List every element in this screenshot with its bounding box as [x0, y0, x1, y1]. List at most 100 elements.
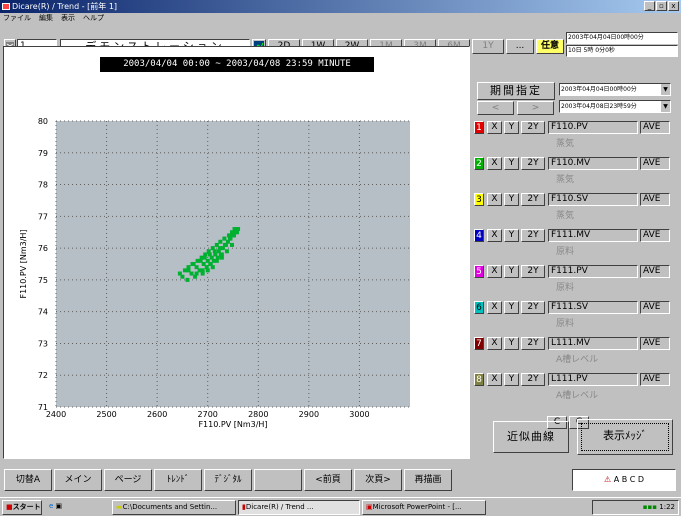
custom-duration-field[interactable]: 10日 5時 0分0秒 — [566, 45, 678, 57]
task-explorer[interactable]: ▬C:\Documents and Settin... — [112, 500, 236, 515]
clear-button-1[interactable]: C — [547, 416, 567, 429]
channel-mode[interactable]: AVE — [640, 301, 670, 314]
task-powerpoint[interactable]: ▣Microsoft PowerPoint - [... — [362, 500, 486, 515]
channel-color-swatch[interactable]: 8 — [474, 373, 484, 386]
desktop-icon[interactable]: ▣ — [55, 502, 63, 510]
channel-tag[interactable]: L111.MV — [548, 337, 638, 350]
x-axis-toggle[interactable]: X — [487, 121, 502, 134]
range-1y-button[interactable]: 1Y — [472, 39, 504, 54]
y-tick-label: 79 — [38, 149, 48, 158]
redraw-button[interactable]: 再描画 — [404, 469, 452, 491]
menu-view[interactable]: 表示 — [61, 14, 75, 22]
y2-axis-toggle[interactable]: 2Y — [521, 157, 545, 170]
date-to-select[interactable]: 2003年04月08日23時59分 ▼ — [559, 100, 671, 113]
channel-tag[interactable]: F110.MV — [548, 157, 638, 170]
page-button[interactable]: ページ — [104, 469, 152, 491]
task-dicare[interactable]: ▮Dicare(R) / Trend ... — [238, 500, 360, 515]
menu-edit[interactable]: 編集 — [39, 14, 53, 22]
channel-tag[interactable]: F111.PV — [548, 265, 638, 278]
y-axis-toggle[interactable]: Y — [504, 373, 519, 386]
y2-axis-toggle[interactable]: 2Y — [521, 229, 545, 242]
channel-color-swatch[interactable]: 2 — [474, 157, 484, 170]
x-axis-toggle[interactable]: X — [487, 193, 502, 206]
y2-axis-toggle[interactable]: 2Y — [521, 337, 545, 350]
y-axis-label: F110.PV [Nm3/H] — [19, 229, 28, 298]
date-from-select[interactable]: 2003年04月04日00時00分 ▼ — [559, 83, 671, 96]
channel-tag[interactable]: F110.SV — [548, 193, 638, 206]
maximize-button[interactable]: ▫ — [656, 1, 667, 11]
date-to-value: 2003年04月08日23時59分 — [561, 103, 637, 110]
channel-mode[interactable]: AVE — [640, 229, 670, 242]
y-axis-toggle[interactable]: Y — [504, 121, 519, 134]
y2-axis-toggle[interactable]: 2Y — [521, 121, 545, 134]
switch-a-button[interactable]: 切替A — [4, 469, 52, 491]
channel-tag[interactable]: L111.PV — [548, 373, 638, 386]
close-button[interactable]: x — [668, 1, 679, 11]
scatter-point — [180, 274, 185, 279]
scatter-point — [212, 249, 217, 254]
prev-period-button[interactable]: < — [477, 101, 514, 115]
x-axis-toggle[interactable]: X — [487, 337, 502, 350]
range-more-button[interactable]: ... — [506, 39, 534, 54]
y2-axis-toggle[interactable]: 2Y — [521, 193, 545, 206]
y2-axis-toggle[interactable]: 2Y — [521, 301, 545, 314]
y-axis-toggle[interactable]: Y — [504, 157, 519, 170]
channel-mode[interactable]: AVE — [640, 373, 670, 386]
scatter-point — [236, 227, 241, 232]
blank-button[interactable] — [254, 469, 302, 491]
channel-mode[interactable]: AVE — [640, 265, 670, 278]
channel-tag[interactable]: F110.PV — [548, 121, 638, 134]
channel-mode[interactable]: AVE — [640, 337, 670, 350]
period-button[interactable]: 期間指定 — [477, 82, 555, 100]
channel-tag[interactable]: F111.SV — [548, 301, 638, 314]
approx-curve-button[interactable]: 近似曲線 — [493, 421, 569, 453]
trend-button[interactable]: ﾄﾚﾝﾄﾞ — [154, 469, 202, 491]
menu-help[interactable]: ヘルプ — [83, 14, 104, 22]
y2-axis-toggle[interactable]: 2Y — [521, 373, 545, 386]
channel-color-swatch[interactable]: 7 — [474, 337, 484, 350]
windows-logo-icon: ■ — [6, 503, 13, 511]
x-axis-toggle[interactable]: X — [487, 157, 502, 170]
x-axis-toggle[interactable]: X — [487, 229, 502, 242]
channel-color-swatch[interactable]: 6 — [474, 301, 484, 314]
channel-color-swatch[interactable]: 5 — [474, 265, 484, 278]
channel-color-swatch[interactable]: 3 — [474, 193, 484, 206]
channel-color-swatch[interactable]: 1 — [474, 121, 484, 134]
next-page-button[interactable]: 次頁> — [354, 469, 402, 491]
display-message-button[interactable]: 表示ﾒｯｼﾞ — [577, 419, 673, 455]
menu-file[interactable]: ファイル — [3, 14, 31, 22]
channel-mode[interactable]: AVE — [640, 157, 670, 170]
chevron-down-icon: ▼ — [661, 101, 670, 112]
minimize-button[interactable]: _ — [644, 1, 655, 11]
channel-color-swatch[interactable]: 4 — [474, 229, 484, 242]
y-axis-toggle[interactable]: Y — [504, 193, 519, 206]
x-axis-toggle[interactable]: X — [487, 301, 502, 314]
channel-row: 7 X Y 2Y L111.MV AVE A槽レベル — [474, 336, 678, 372]
main-button[interactable]: メイン — [54, 469, 102, 491]
digital-button[interactable]: ﾃﾞｼﾞﾀﾙ — [204, 469, 252, 491]
scatter-point — [232, 227, 237, 232]
channel-mode[interactable]: AVE — [640, 121, 670, 134]
channel-description: 原料 — [556, 247, 575, 257]
custom-start-field[interactable]: 2003年04月04日00時00分 — [566, 32, 678, 44]
x-axis-toggle[interactable]: X — [487, 265, 502, 278]
y-axis-toggle[interactable]: Y — [504, 229, 519, 242]
start-button[interactable]: ■スタート — [2, 500, 42, 515]
clear-button-2[interactable]: C — [569, 416, 589, 429]
y-axis-toggle[interactable]: Y — [504, 337, 519, 350]
scatter-chart[interactable]: 2400 2500 2600 2700 2800 2900 3000 71 72 73 74 75 76… — [4, 47, 469, 458]
x-tick-label: 2500 — [96, 410, 116, 419]
next-period-button[interactable]: > — [517, 101, 554, 115]
range-custom-button[interactable]: 任意 — [536, 39, 564, 54]
channel-tag[interactable]: F111.MV — [548, 229, 638, 242]
chevron-down-icon: ▼ — [661, 84, 670, 95]
x-axis-toggle[interactable]: X — [487, 373, 502, 386]
prev-page-button[interactable]: <前頁 — [304, 469, 352, 491]
y-axis-toggle[interactable]: Y — [504, 265, 519, 278]
scatter-point — [229, 230, 234, 235]
ie-icon[interactable]: e — [49, 502, 54, 510]
alarm-status-text: A B C D — [613, 475, 645, 484]
channel-mode[interactable]: AVE — [640, 193, 670, 206]
y2-axis-toggle[interactable]: 2Y — [521, 265, 545, 278]
y-axis-toggle[interactable]: Y — [504, 301, 519, 314]
